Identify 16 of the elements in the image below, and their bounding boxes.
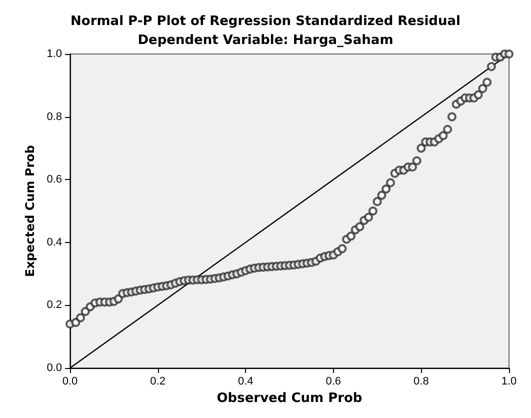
y-tick-label: 0.2 [46,299,62,312]
chart-title: Normal P-P Plot of Regression Standardized Residual [70,14,460,29]
y-tick-label: 1.0 [46,48,62,60]
x-tick-label: 0.4 [238,376,254,388]
x-tick-label: 1.0 [501,376,517,388]
x-tick-label: 0.8 [414,376,429,388]
y-axis-title: Expected Cum Prob [22,144,37,277]
y-tick-label: 0.6 [46,174,62,186]
x-tick-label: 0.2 [150,376,166,388]
y-tick-label: 0.8 [46,110,62,123]
chart-subtitle: Dependent Variable: Harga_Saham [138,33,394,48]
y-tick-label: 0.0 [46,362,62,374]
x-tick-label: 0.6 [326,376,342,388]
x-tick-label: 0.0 [62,376,78,388]
x-axis-title: Observed Cum Prob [216,391,362,406]
y-tick-label: 0.4 [46,236,62,248]
